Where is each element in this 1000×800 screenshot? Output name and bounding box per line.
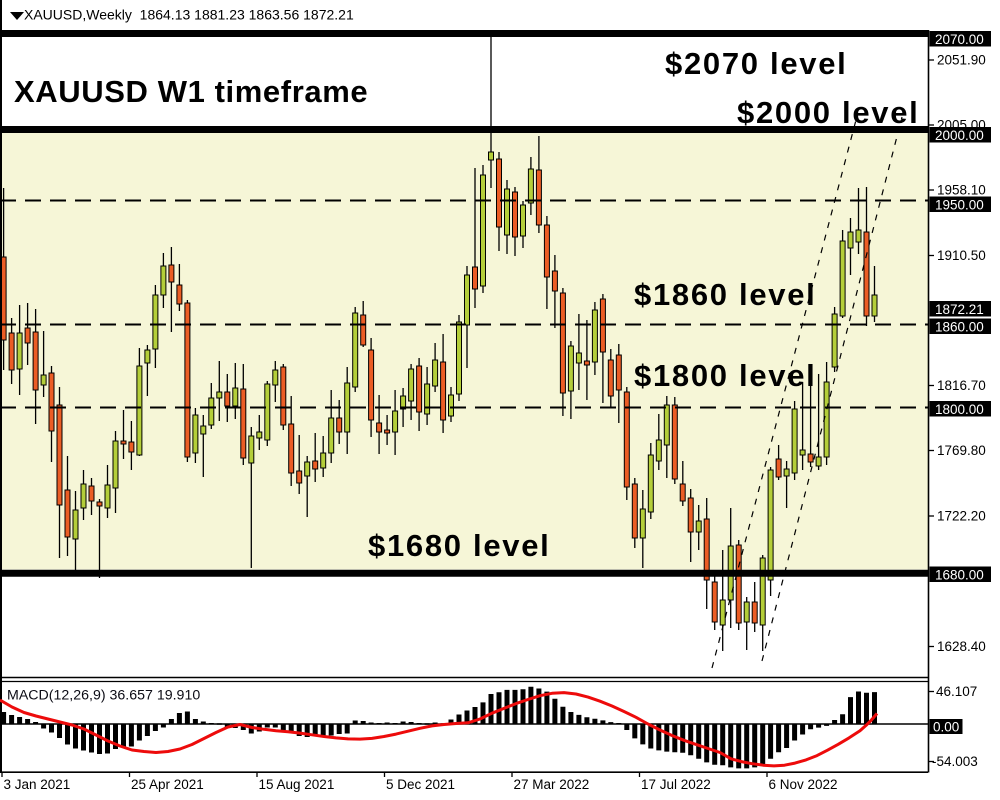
svg-text:2000.00: 2000.00 [935, 128, 984, 143]
svg-text:1958.10: 1958.10 [937, 183, 986, 198]
svg-text:$2070 level: $2070 level [665, 46, 847, 81]
svg-text:1769.80: 1769.80 [937, 443, 986, 458]
svg-text:-54.003: -54.003 [932, 754, 978, 769]
svg-text:1628.40: 1628.40 [937, 639, 986, 654]
svg-text:25 Apr 2021: 25 Apr 2021 [131, 777, 204, 792]
svg-text:1860.00: 1860.00 [935, 320, 984, 335]
svg-text:5 Dec 2021: 5 Dec 2021 [386, 777, 455, 792]
svg-text:2051.90: 2051.90 [937, 53, 986, 68]
svg-text:17 Jul 2022: 17 Jul 2022 [641, 777, 711, 792]
svg-text:46.107: 46.107 [936, 684, 977, 699]
svg-text:1950.00: 1950.00 [935, 198, 984, 213]
svg-text:1910.50: 1910.50 [937, 248, 986, 263]
svg-text:1722.20: 1722.20 [937, 509, 986, 524]
svg-text:15 Aug 2021: 15 Aug 2021 [259, 777, 335, 792]
svg-text:1680.00: 1680.00 [935, 568, 984, 583]
svg-text:MACD(12,26,9) 36.657 19.910: MACD(12,26,9) 36.657 19.910 [7, 688, 200, 704]
svg-text:2070.00: 2070.00 [935, 32, 984, 47]
svg-text:XAUUSD,Weekly 1864.13 1881.23: XAUUSD,Weekly 1864.13 1881.23 1863.56 18… [24, 7, 354, 23]
svg-text:3 Jan 2021: 3 Jan 2021 [4, 777, 71, 792]
svg-text:XAUUSD W1 timeframe: XAUUSD W1 timeframe [14, 74, 368, 109]
svg-text:1800.00: 1800.00 [935, 402, 984, 417]
svg-text:1872.21: 1872.21 [935, 302, 984, 317]
svg-text:1816.70: 1816.70 [937, 378, 986, 393]
svg-text:$2000 level: $2000 level [737, 95, 919, 130]
svg-text:27 Mar 2022: 27 Mar 2022 [514, 777, 590, 792]
svg-text:0.00: 0.00 [933, 720, 959, 735]
svg-text:$1680 level: $1680 level [368, 528, 550, 563]
svg-text:$1800 level: $1800 level [634, 358, 816, 393]
svg-text:6 Nov 2022: 6 Nov 2022 [769, 777, 838, 792]
svg-text:$1860 level: $1860 level [634, 277, 816, 312]
